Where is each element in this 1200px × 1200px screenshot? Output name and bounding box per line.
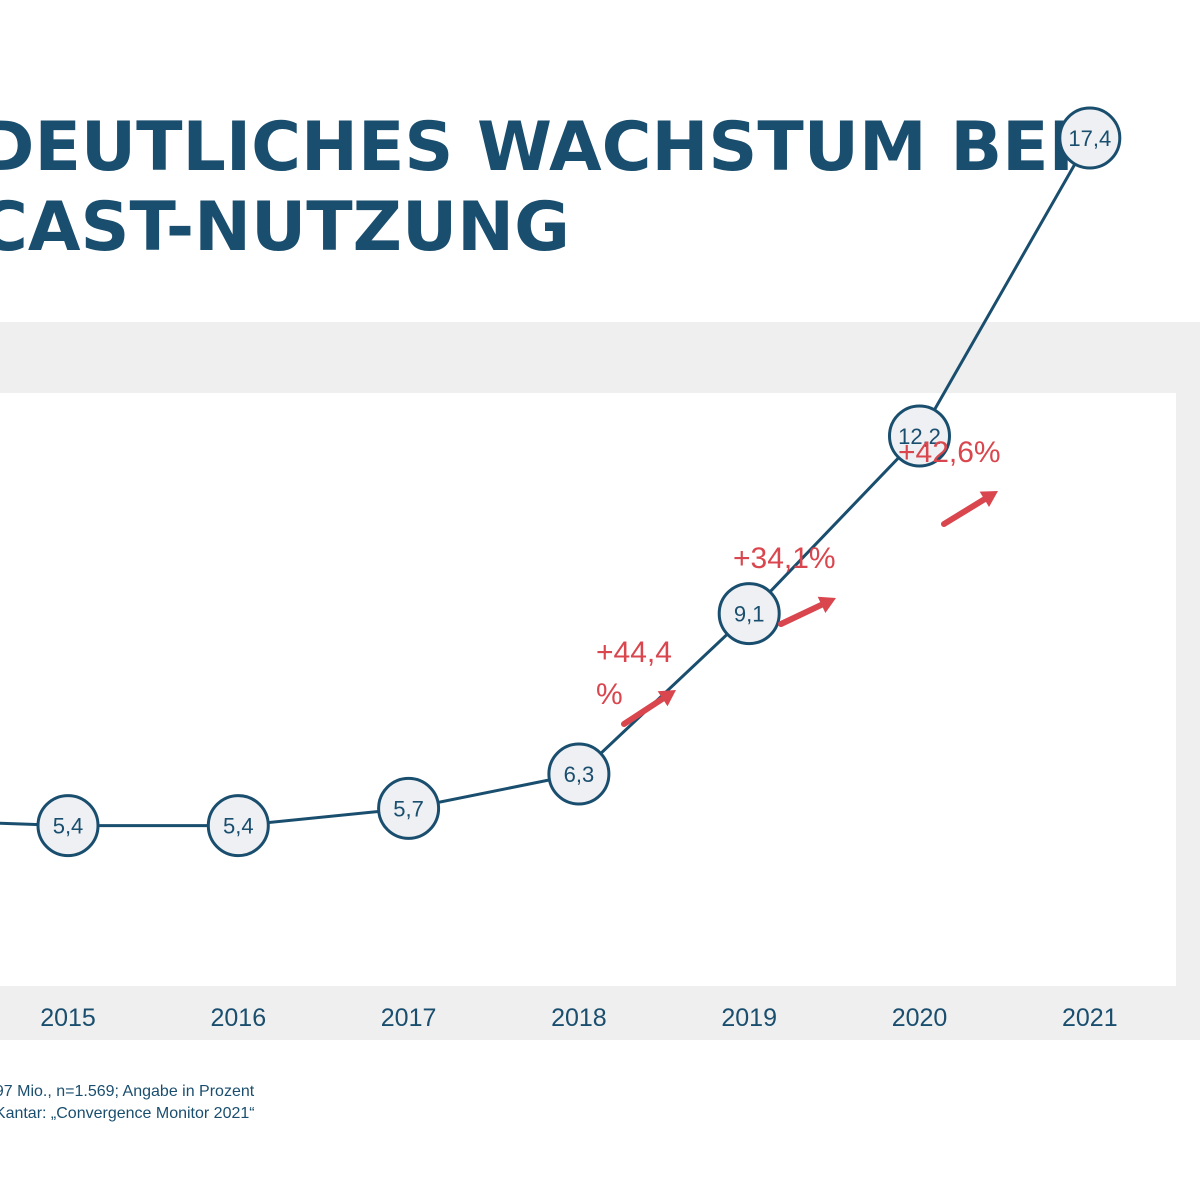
data-label-2021: 17,4 — [1068, 126, 1111, 151]
growth-label-3: +42,6% — [898, 436, 1001, 469]
data-label-2015: 5,4 — [53, 814, 84, 839]
growth-arrow-1 — [621, 695, 666, 727]
data-label-2016: 5,4 — [223, 814, 254, 839]
data-point-2019 — [717, 582, 781, 646]
title-line-2: CAST-NUTZUNG — [0, 188, 570, 267]
title-line-1: DEUTLICHES WACHSTUM BEI — [0, 108, 1074, 187]
series-line — [0, 137, 1092, 828]
x-tick-label-2018: 2018 — [551, 1004, 607, 1032]
data-point-2015 — [36, 794, 100, 858]
growth-label-1-line-2: % — [596, 678, 623, 711]
x-tick-label-2021: 2021 — [1062, 1004, 1118, 1032]
growth-arrowhead-3 — [979, 491, 998, 508]
growth-arrow-3 — [941, 496, 988, 527]
page-title: DEUTLICHES WACHSTUM BEI CAST-NUTZUNG — [0, 108, 1074, 268]
data-point-2016 — [206, 794, 270, 858]
data-label-2018: 6,3 — [564, 762, 595, 787]
data-label-2020: 12,2 — [898, 424, 941, 449]
x-tick-label-2016: 2016 — [210, 1004, 266, 1032]
data-label-2017: 5,7 — [393, 796, 424, 821]
growth-label-2: +34,1% — [733, 542, 836, 575]
footnote-source: t Kantar: „Convergence Monitor 2021“ — [0, 1105, 255, 1122]
data-point-2018 — [547, 742, 611, 806]
data-point-2020 — [888, 404, 951, 468]
growth-label-1-line-1: +44,4 — [596, 636, 672, 669]
x-tick-label-2020: 2020 — [892, 1004, 948, 1032]
growth-arrow-2 — [778, 601, 825, 627]
footnote-base: 297 Mio., n=1.569; Angabe in Prozent — [0, 1083, 255, 1100]
x-tick-label-2015: 2015 — [40, 1004, 96, 1032]
x-tick-label-2017: 2017 — [381, 1004, 437, 1032]
data-point-2017 — [377, 776, 441, 840]
data-label-2019: 9,1 — [734, 602, 765, 627]
data-point-2021 — [1058, 106, 1122, 170]
growth-arrowhead-1 — [657, 690, 676, 707]
growth-arrowhead-2 — [817, 596, 836, 613]
x-tick-label-2019: 2019 — [721, 1004, 777, 1032]
